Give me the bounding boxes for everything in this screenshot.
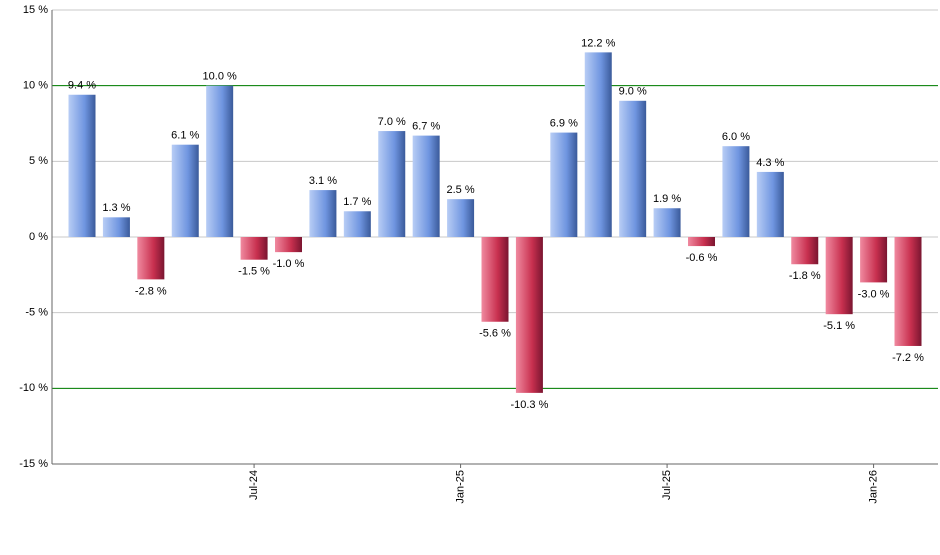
x-tick-label: Jan-25 — [454, 470, 466, 504]
value-label: 2.5 % — [447, 184, 475, 196]
value-label: -1.5 % — [238, 266, 270, 278]
value-label: 4.3 % — [756, 157, 784, 169]
bar — [206, 85, 234, 238]
bar — [825, 237, 853, 315]
bar — [275, 237, 302, 253]
bar — [240, 237, 268, 260]
bar — [343, 211, 371, 237]
value-label: 6.0 % — [722, 131, 750, 143]
value-label: 3.1 % — [309, 175, 337, 187]
y-tick-label: 15 % — [23, 4, 48, 16]
value-label: 10.0 % — [203, 71, 237, 83]
value-label: -7.2 % — [892, 352, 924, 364]
y-tick-label: 10 % — [23, 80, 48, 92]
value-label: 12.2 % — [581, 37, 615, 49]
bar — [653, 208, 681, 237]
value-label: -0.6 % — [686, 252, 718, 264]
bar — [102, 217, 130, 237]
y-tick-label: -15 % — [19, 458, 48, 470]
bar — [447, 199, 475, 237]
value-label: 9.0 % — [619, 86, 647, 98]
x-tick-label: Jul-25 — [661, 470, 673, 500]
bar — [756, 171, 784, 237]
value-label: 1.9 % — [653, 193, 681, 205]
y-tick-label: -5 % — [25, 307, 48, 319]
y-tick-label: 5 % — [29, 155, 48, 167]
value-label: 6.7 % — [412, 121, 440, 133]
bar — [791, 237, 819, 265]
value-label: -3.0 % — [858, 288, 890, 300]
value-label: -2.8 % — [135, 285, 167, 297]
bar — [550, 132, 578, 237]
bar — [860, 237, 888, 283]
bar — [481, 237, 509, 322]
bar — [412, 135, 440, 237]
value-label: 6.1 % — [171, 130, 199, 142]
bar — [68, 94, 96, 237]
bar — [137, 237, 165, 280]
x-tick-label: Jul-24 — [248, 470, 260, 500]
bar — [378, 131, 406, 237]
value-label: 7.0 % — [378, 116, 406, 128]
value-label: -1.0 % — [273, 258, 305, 270]
bar — [894, 237, 922, 346]
value-label: 1.3 % — [102, 202, 130, 214]
bar — [688, 237, 715, 247]
y-tick-label: -10 % — [19, 382, 48, 394]
x-tick-label: Jan-26 — [867, 470, 879, 504]
value-label: -5.6 % — [479, 328, 511, 340]
value-label: 1.7 % — [343, 196, 371, 208]
bar — [515, 237, 543, 393]
value-label: -5.1 % — [823, 320, 855, 332]
value-label: 9.4 % — [68, 80, 96, 92]
bar — [584, 52, 612, 237]
bar — [309, 190, 337, 237]
y-tick-label: 0 % — [29, 231, 48, 243]
value-label: -10.3 % — [510, 399, 548, 411]
bar — [722, 146, 750, 237]
value-label: 6.9 % — [550, 117, 578, 129]
bar — [619, 100, 647, 237]
bar — [171, 144, 199, 237]
value-label: -1.8 % — [789, 270, 821, 282]
